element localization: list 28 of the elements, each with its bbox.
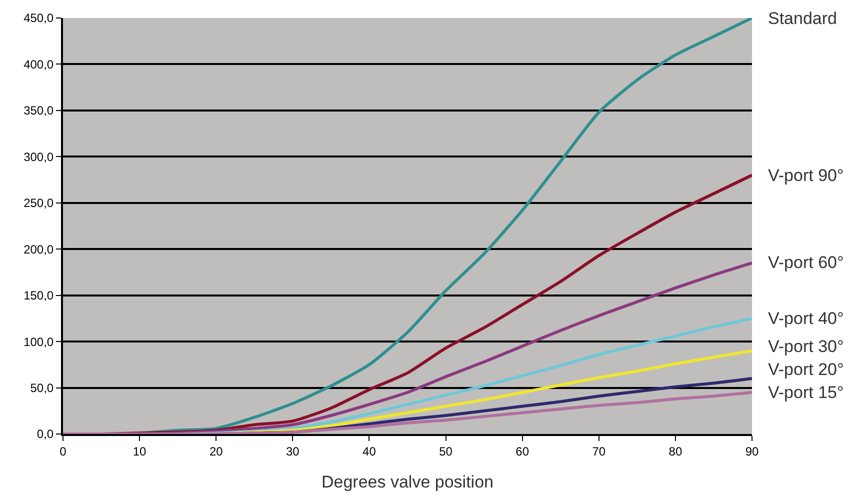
y-tick-label: 400,0	[24, 57, 54, 72]
series-label: Standard	[768, 9, 837, 28]
y-tick-label: 250,0	[24, 196, 54, 210]
x-tick-label: 20	[209, 444, 224, 458]
y-tick-label: 300,0	[24, 150, 54, 164]
series-label: V-port 40°	[768, 309, 844, 328]
y-tick-label: 150,0	[24, 288, 54, 303]
x-tick-label: 10	[132, 444, 147, 458]
x-tick-label: 70	[592, 444, 606, 458]
y-tick-label: 450,0	[24, 11, 54, 26]
x-tick-label: 30	[286, 444, 300, 458]
series-label: V-port 90°	[768, 166, 844, 185]
x-tick-label: 80	[668, 444, 682, 458]
series-label: V-port 20°	[768, 360, 844, 379]
y-tick-label: 200,0	[24, 242, 54, 256]
series-label: V-port 15°	[768, 383, 844, 402]
y-tick-label: 50,0	[30, 380, 54, 395]
x-tick-label: 90	[745, 444, 759, 458]
y-tick-label: 0,0	[36, 427, 54, 442]
series-label: V-port 30°	[768, 337, 844, 356]
x-tick-label: 50	[439, 444, 453, 458]
x-tick-label: 40	[362, 444, 376, 458]
x-tick-label: 60	[516, 444, 530, 458]
y-tick-label: 350,0	[24, 104, 54, 118]
series-label: V-port 60°	[768, 253, 844, 272]
x-axis-title: Degrees valve position	[322, 472, 494, 492]
x-tick-label: 0	[60, 444, 67, 458]
y-tick-label: 100,0	[24, 334, 54, 349]
